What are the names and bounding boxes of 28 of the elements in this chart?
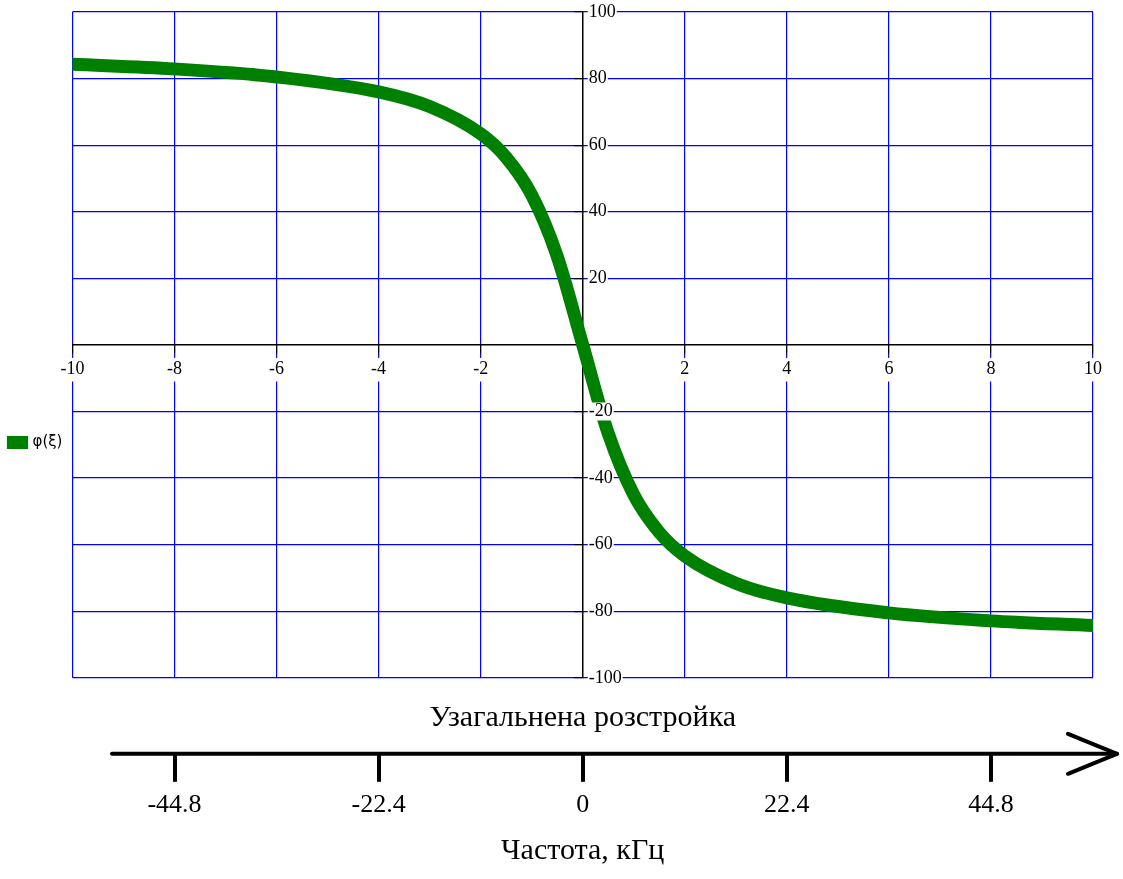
- y-tick-label: 80: [588, 67, 607, 88]
- x-tick-label: -2: [473, 358, 489, 379]
- y-tick-label: 100: [588, 0, 616, 21]
- x-tick-label: 6: [884, 358, 894, 379]
- x-tick-label: 2: [680, 358, 690, 379]
- x-tick-label: -10: [60, 358, 85, 379]
- y-tick-label: -60: [588, 533, 613, 554]
- y-tick-label: -80: [588, 599, 613, 620]
- x2-tick-label: 0: [576, 789, 590, 819]
- x-tick-label: 10: [1084, 358, 1102, 379]
- x2-tick-label: -22.4: [351, 789, 406, 819]
- x-axis-title: Узагальнена розстройка: [429, 698, 737, 732]
- legend-label: φ(ξ): [32, 432, 63, 451]
- y-tick-label: 40: [588, 200, 607, 221]
- y-tick-label: -20: [588, 400, 613, 421]
- y-tick-label: 20: [588, 267, 607, 288]
- y-tick-label: -100: [588, 666, 622, 687]
- x2-tick-label: 44.8: [968, 789, 1014, 819]
- x2-axis-title: Частота, кГц: [501, 831, 665, 865]
- x-tick-label: -4: [371, 358, 387, 379]
- x-tick-label: -8: [167, 358, 183, 379]
- y-tick-label: -40: [588, 466, 613, 487]
- y-tick-label: 60: [588, 133, 607, 154]
- x2-tick-label: 22.4: [764, 789, 810, 819]
- x-tick-label: 4: [782, 358, 792, 379]
- x2-tick-label: -44.8: [147, 789, 202, 819]
- x-tick-label: 8: [986, 358, 996, 379]
- x-tick-label: -6: [269, 358, 285, 379]
